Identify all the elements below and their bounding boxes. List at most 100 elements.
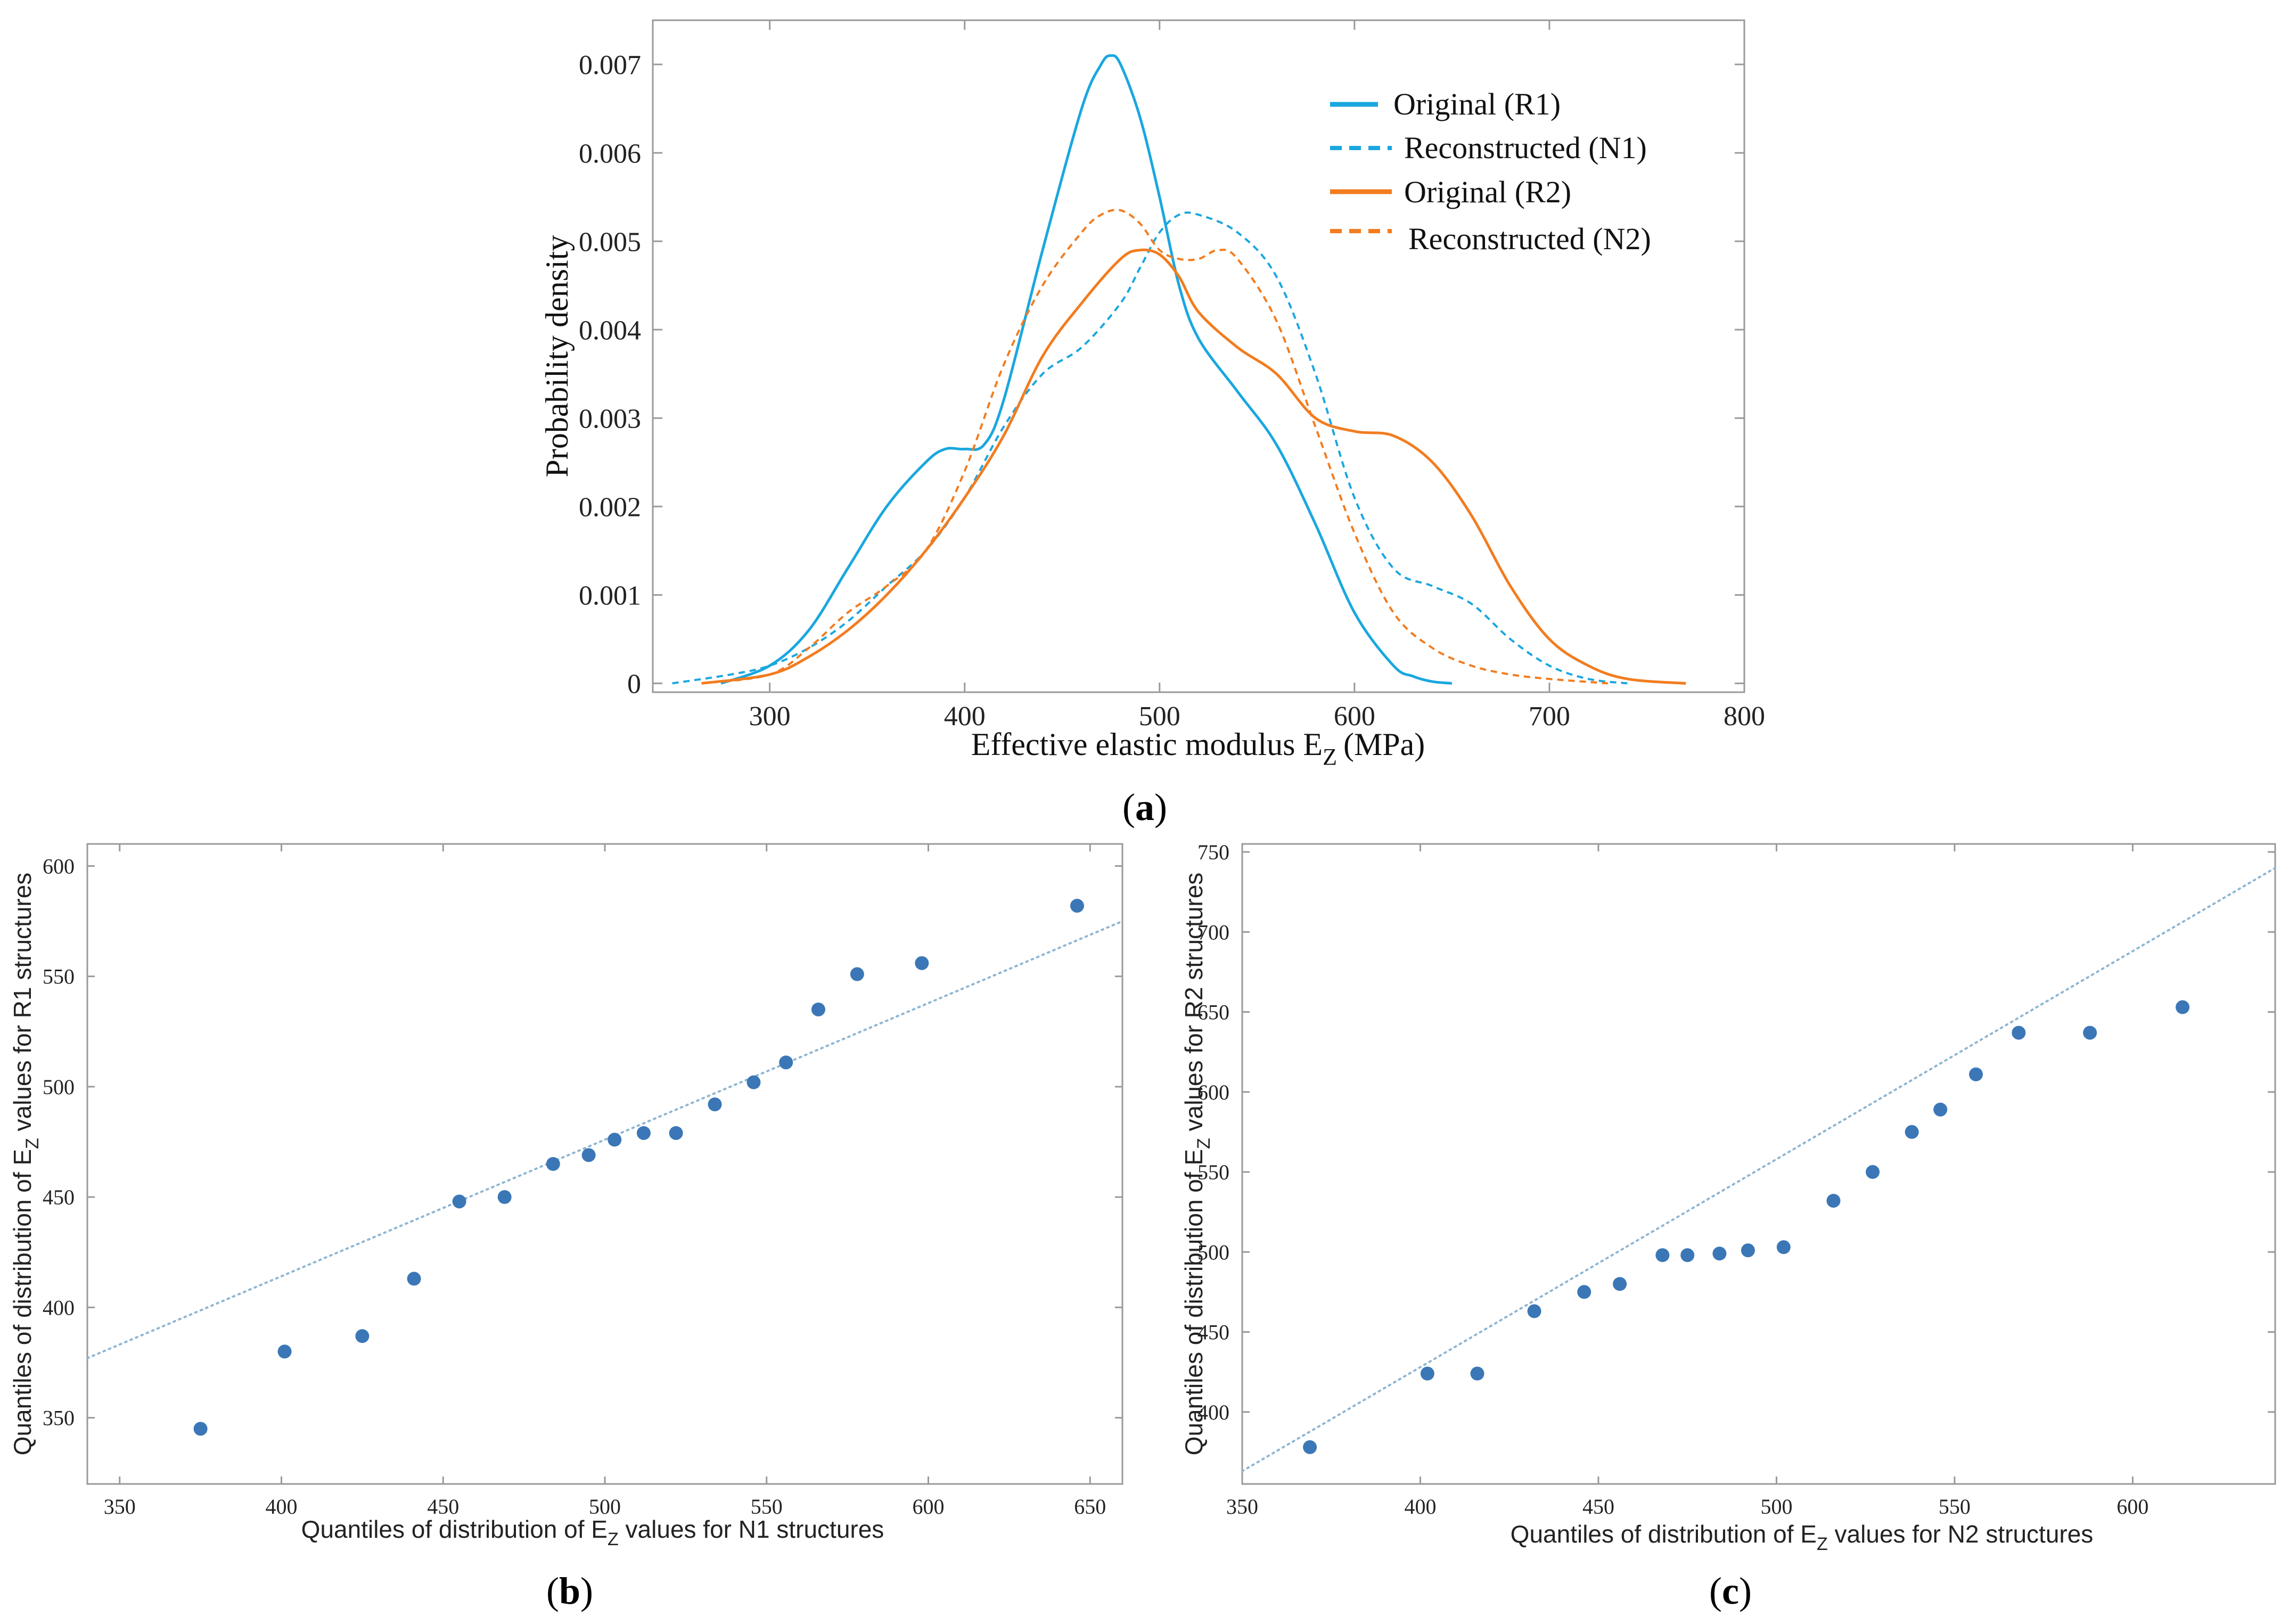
data-point: [1420, 1366, 1434, 1381]
x-axis-b: 350 400 450 500 550 600 650: [104, 844, 1106, 1519]
data-point: [915, 956, 929, 970]
y-tick-label: 0.006: [579, 138, 641, 169]
data-point: [546, 1157, 560, 1171]
data-point: [1303, 1440, 1317, 1454]
data-point: [2012, 1026, 2026, 1040]
y-tick-label: 550: [1197, 1160, 1229, 1184]
series-line-2: [701, 248, 1686, 685]
x-tick-label: 600: [913, 1495, 945, 1519]
data-point: [669, 1126, 683, 1140]
x-tick-label: 550: [751, 1495, 783, 1519]
x-tick-label: 300: [749, 701, 791, 732]
y-tick-label: 0.001: [579, 581, 641, 611]
fit-line-c: [1241, 867, 2276, 1472]
y-tick-label: 0.007: [579, 50, 641, 80]
x-tick-label: 500: [1760, 1495, 1792, 1519]
data-point: [1577, 1285, 1591, 1299]
x-tick-label: 450: [427, 1495, 459, 1519]
data-point: [850, 967, 864, 981]
data-point: [1969, 1067, 1983, 1081]
x-tick-label: 550: [1939, 1495, 1971, 1519]
points-b: [193, 899, 1084, 1436]
legend-label-r1: Original (R1): [1393, 87, 1561, 121]
y-axis-c: 400 450 500 550 600 650 700 750: [1197, 840, 2275, 1424]
y-tick-label: 600: [43, 854, 75, 878]
data-point: [452, 1194, 466, 1209]
legend-label-n1: Reconstructed (N1): [1404, 130, 1647, 165]
data-point: [1905, 1125, 1919, 1139]
y-tick-label: 400: [1197, 1400, 1229, 1424]
x-tick-label: 400: [1404, 1495, 1436, 1519]
y-tick-label: 500: [1197, 1240, 1229, 1264]
y-tick-label: 500: [43, 1075, 75, 1099]
data-point: [1933, 1102, 1948, 1117]
y-axis-label-a: Probability density: [539, 235, 575, 478]
x-tick-label: 500: [589, 1495, 621, 1519]
y-tick-label: 650: [1197, 1000, 1229, 1024]
plot-frame-a: [652, 19, 1745, 693]
y-tick-label: 0.003: [579, 404, 641, 434]
y-axis-b: 350 400 450 500 550 600: [43, 854, 1122, 1430]
series-line-3: [701, 209, 1608, 685]
x-axis-c: 350 400 450 500 550 600: [1226, 844, 2148, 1519]
data-point: [779, 1055, 793, 1070]
x-axis-label-a: Effective elastic modulus EZ (MPa): [971, 727, 1425, 770]
data-point: [1866, 1165, 1880, 1179]
data-point: [708, 1097, 722, 1112]
data-point: [1070, 899, 1084, 913]
legend-label-n2: Reconstructed (N2): [1408, 222, 1651, 256]
data-point: [1826, 1194, 1841, 1208]
data-point: [746, 1075, 761, 1089]
data-point: [581, 1148, 596, 1162]
series-line-0: [720, 54, 1453, 685]
qq-plot-n2-r2: 350 400 450 500 550 600 400 450 500 550 600 650 700…: [1180, 840, 2276, 1612]
data-point: [1741, 1243, 1755, 1258]
x-tick-label: 350: [104, 1495, 136, 1519]
legend-label-r2: Original (R2): [1404, 175, 1571, 209]
data-point: [1712, 1246, 1727, 1261]
data-point: [2176, 1000, 2190, 1014]
y-tick-label: 750: [1197, 840, 1229, 864]
y-tick-label: 450: [1197, 1320, 1229, 1344]
x-tick-label: 400: [266, 1495, 298, 1519]
data-point: [2083, 1026, 2097, 1040]
x-tick-label: 400: [944, 701, 986, 732]
y-tick-label: 0: [627, 669, 641, 700]
y-tick-label: 0.002: [579, 492, 641, 522]
panel-label-b: (b): [546, 1570, 593, 1612]
y-axis-label-c: Quantiles of distribution of EZ values f…: [1180, 873, 1214, 1456]
density-chart: 300 400 500 600 700 800 0 0.001 0.002 0.003 0.004…: [539, 19, 1765, 829]
plot-frame-c: [1241, 843, 2276, 1485]
data-point: [1470, 1366, 1484, 1381]
data-point: [355, 1329, 370, 1343]
x-tick-label: 700: [1529, 701, 1570, 732]
x-tick-label: 800: [1724, 701, 1765, 732]
fit-line-b: [86, 920, 1123, 1359]
y-tick-label: 400: [43, 1295, 75, 1319]
density-lines: [672, 54, 1686, 685]
y-axis-a: 0 0.001 0.002 0.003 0.004 0.005 0.006 0.007: [579, 50, 1744, 700]
fit-line: [1241, 867, 2276, 1472]
points-c: [1303, 1000, 2190, 1454]
data-point: [497, 1190, 512, 1204]
y-axis-label-b: Quantiles of distribution of EZ values f…: [9, 873, 43, 1456]
legend: Original (R1) Reconstructed (N1) Origina…: [1330, 87, 1651, 256]
y-tick-label: 450: [43, 1185, 75, 1209]
y-tick-label: 350: [43, 1406, 75, 1430]
data-point: [636, 1126, 651, 1140]
y-tick-label: 0.005: [579, 227, 641, 257]
panel-label-c: (c): [1709, 1570, 1752, 1612]
y-tick-label: 700: [1197, 920, 1229, 944]
series-line-1: [672, 211, 1628, 685]
data-point: [1527, 1304, 1541, 1318]
x-axis-label-c: Quantiles of distribution of EZ values f…: [1511, 1520, 2094, 1554]
y-tick-label: 600: [1197, 1080, 1229, 1104]
data-point: [193, 1422, 208, 1436]
fit-line: [86, 920, 1123, 1359]
x-axis-label-b: Quantiles of distribution of EZ values f…: [301, 1515, 884, 1549]
qq-plot-n1-r1: 350 400 450 500 550 600 650 350 400 450 500 550 600…: [9, 843, 1123, 1612]
y-tick-label: 550: [43, 965, 75, 989]
data-point: [1680, 1248, 1695, 1262]
data-point: [407, 1272, 421, 1286]
